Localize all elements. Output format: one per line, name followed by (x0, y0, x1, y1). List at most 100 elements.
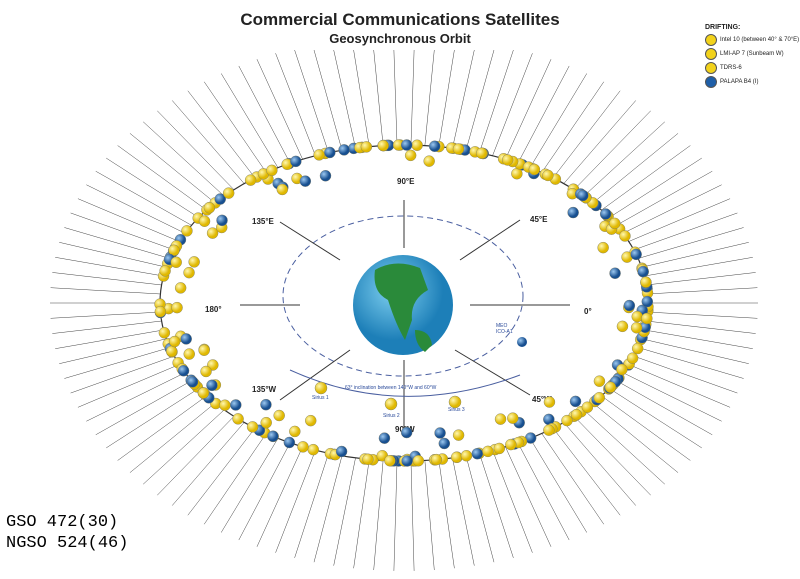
gold-satellite (200, 365, 212, 378)
gold-satellite (206, 227, 219, 239)
gold-satellite (183, 348, 195, 360)
label-line (333, 49, 356, 149)
blue-satellite (434, 427, 446, 439)
sirius-2-label: Sirius 2 (383, 413, 400, 419)
label-line (465, 455, 495, 563)
gold-satellite (452, 429, 465, 441)
satellite-counts: GSO 472(30) NGSO 524(46) (6, 512, 128, 554)
label-line (157, 110, 235, 190)
label-line (70, 212, 175, 251)
blue-satellite (338, 144, 350, 156)
label-line (106, 157, 199, 218)
label-135w: 135°W (252, 385, 277, 394)
label-line (256, 59, 303, 160)
diagram-title: Commercial Communications Satellites (240, 10, 560, 29)
label-line (143, 409, 225, 485)
label-line (275, 53, 316, 156)
gold-satellite (411, 139, 423, 151)
label-line (646, 320, 756, 334)
gold-satellite (630, 322, 643, 334)
label-line (628, 364, 731, 408)
label-line (393, 49, 398, 146)
blue-satellite (267, 430, 279, 442)
label-line (171, 422, 245, 506)
label-line (424, 49, 435, 146)
label-line (452, 457, 475, 566)
label-line (438, 459, 455, 569)
blue-satellite (335, 445, 348, 458)
label-line (86, 372, 186, 422)
label-line (50, 311, 161, 319)
label-line (517, 65, 570, 164)
label-line (393, 460, 398, 571)
sirius-3-satellite (448, 395, 462, 409)
gold-satellite (276, 183, 289, 196)
blue-satellite (428, 140, 441, 152)
label-line (157, 416, 235, 496)
label-line (313, 49, 343, 151)
legend-label: LMI-AP 7 (Sunbeam W) (720, 51, 784, 57)
label-line (294, 453, 329, 558)
label-line (647, 287, 758, 295)
blue-satellite (186, 376, 199, 388)
blue-satellite (438, 437, 451, 450)
gold-satellite (543, 396, 556, 408)
gold-satellite (616, 320, 629, 333)
gold-satellite (619, 230, 631, 242)
gold-satellite (219, 399, 231, 411)
blue-satellite (180, 333, 192, 345)
legend-item: PALAPA B4 (I) (705, 75, 799, 89)
gold-satellite (450, 451, 463, 463)
gold-satellite (626, 352, 639, 364)
sirius-3-label: Sirius 3 (448, 407, 465, 413)
label-line (479, 49, 514, 153)
gold-satellite (460, 450, 473, 462)
label-135e: 135°E (252, 217, 275, 226)
blue-satellite (230, 399, 242, 411)
sirius-1-label: Sirius 1 (312, 395, 329, 401)
label-line (77, 198, 180, 242)
label-line (64, 227, 170, 259)
gold-satellite (501, 154, 514, 166)
gold-satellite (289, 425, 301, 438)
blue-satellite (260, 398, 272, 411)
blue-satellite (400, 426, 413, 439)
gold-satellite (609, 217, 621, 230)
gold-satellite (165, 345, 178, 358)
satellite-label-lines (50, 49, 758, 571)
label-line (633, 212, 738, 251)
label-45e: 45°E (530, 215, 548, 224)
label-line (583, 409, 665, 485)
longitude-lines (240, 200, 570, 430)
meo-label: MEO (496, 323, 508, 329)
blue-satellite (283, 436, 296, 449)
gold-satellite (181, 225, 193, 237)
gold-satellite (174, 282, 187, 294)
gold-satellite (168, 335, 181, 348)
gold-satellite (260, 416, 272, 429)
gold-satellite (266, 164, 278, 177)
label-line (641, 242, 749, 268)
label-line (492, 53, 533, 156)
sirius-note: 63° inclination between 140°W and 60°W (345, 385, 437, 391)
label-line (424, 460, 435, 571)
gold-satellite (384, 455, 396, 467)
label-line (646, 272, 756, 286)
gold-satellite (641, 312, 653, 325)
blue-satellite (299, 175, 312, 187)
blue-satellite-icon (705, 76, 717, 88)
gold-satellite (505, 438, 517, 451)
sirius-orbit (289, 369, 521, 397)
blue-satellite (623, 299, 636, 312)
label-line (622, 184, 722, 234)
label-line (64, 347, 170, 379)
gold-satellite (158, 327, 171, 339)
gold-satellite (222, 187, 235, 199)
label-line (117, 395, 207, 461)
label-90e: 90°E (397, 177, 415, 186)
label-line (373, 460, 384, 571)
gold-satellite (273, 409, 285, 422)
ngso-count: NGSO 524(46) (6, 534, 129, 553)
legend-label: Intel 10 (between 40° & 70°E) (720, 37, 800, 43)
label-line (333, 457, 356, 566)
